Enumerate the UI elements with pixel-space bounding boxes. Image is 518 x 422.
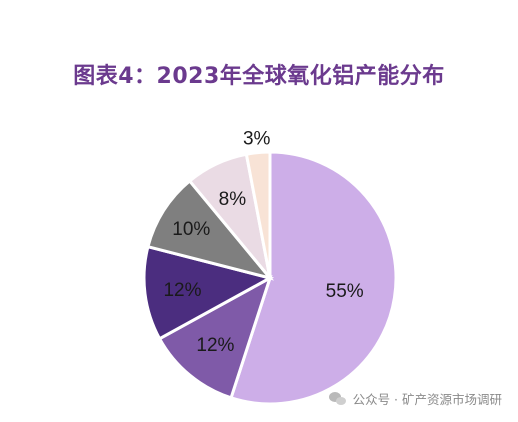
pie-slice <box>229 150 398 406</box>
pie-slice <box>142 244 275 341</box>
pie-slice <box>157 274 273 400</box>
slice-label: 12% <box>163 280 201 301</box>
watermark: 公众号 · 矿产资源市场调研 <box>328 389 502 408</box>
pie-slice <box>244 150 272 279</box>
slice-label: 3% <box>243 129 271 150</box>
chart-title: 图表4：2023年全球氧化铝产能分布 <box>73 64 445 89</box>
watermark-text: 公众号 · 矿产资源市场调研 <box>352 392 502 407</box>
slice-label: 55% <box>326 281 364 302</box>
pie-slice <box>146 178 275 281</box>
slice-label: 12% <box>196 335 234 356</box>
wechat-icon <box>328 391 347 406</box>
slice-label: 10% <box>172 219 210 240</box>
slice-label: 8% <box>219 189 247 210</box>
